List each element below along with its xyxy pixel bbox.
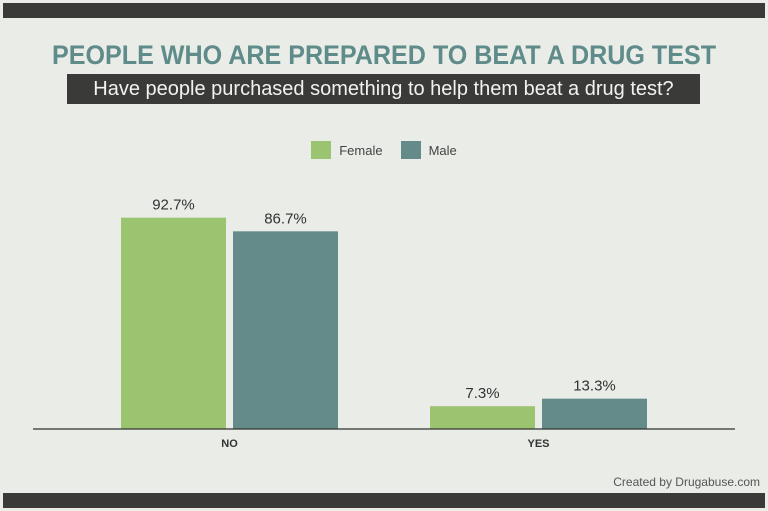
credit: Created by Drugabuse.com	[613, 475, 760, 489]
legend-swatch-female	[311, 141, 332, 159]
data-label: 7.3%	[465, 385, 499, 402]
bar-yes-male	[542, 398, 647, 429]
legend-item-male: Male	[400, 141, 457, 159]
top-band	[3, 3, 765, 18]
bar-no-female	[121, 217, 226, 429]
legend-item-female: Female	[311, 141, 383, 159]
data-label: 92.7%	[152, 197, 195, 214]
category-label: YES	[527, 438, 549, 450]
legend-label-male: Male	[428, 142, 457, 158]
bottom-band	[3, 493, 765, 508]
bar-no-male	[233, 231, 338, 429]
data-label: 86.7%	[264, 210, 307, 227]
legend: Female Male	[0, 141, 768, 159]
data-label: 13.3%	[573, 378, 616, 395]
legend-swatch-male	[400, 141, 421, 159]
category-label: NO	[221, 438, 238, 450]
bar-yes-female	[430, 406, 535, 429]
chart-title: PEOPLE WHO ARE PREPARED TO BEAT A DRUG T…	[51, 40, 717, 70]
legend-label-female: Female	[339, 142, 383, 158]
chart-subtitle: Have people purchased something to help …	[67, 74, 700, 104]
